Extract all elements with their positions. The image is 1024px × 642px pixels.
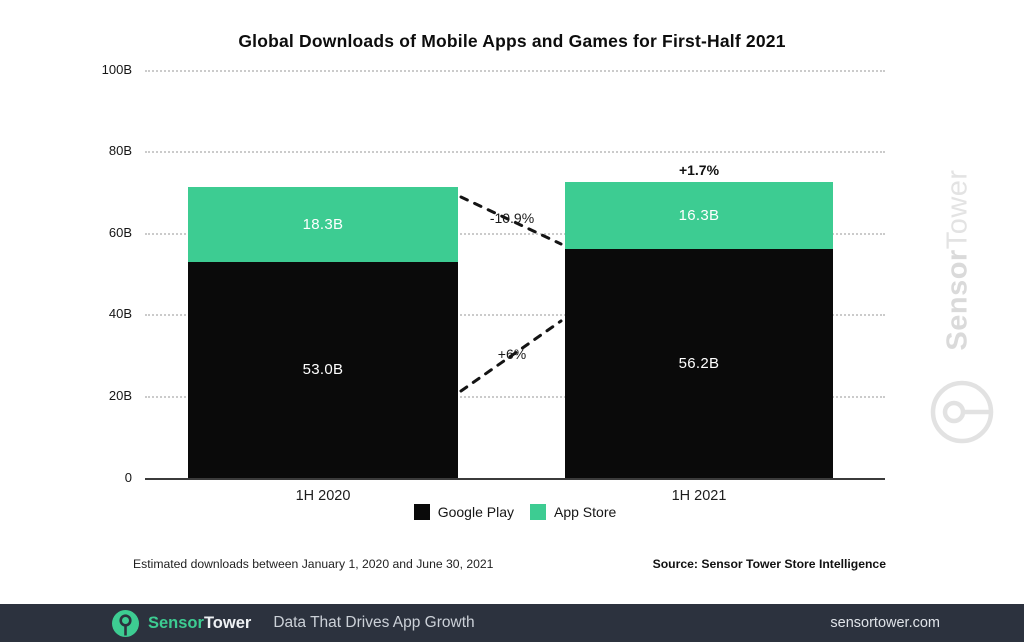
value-label-googleplay-2021: 56.2B — [678, 354, 720, 372]
footer-brand-light: Tower — [203, 613, 252, 632]
footer-url: sensortower.com — [830, 615, 940, 631]
legend-label-google-play: Google Play — [437, 504, 514, 520]
app-store-swatch-icon — [530, 504, 546, 520]
bar-1h2021-googleplay-segment: 56.2B — [565, 248, 833, 478]
value-label-googleplay-2020: 53.0B — [302, 361, 344, 379]
legend-item-app-store: App Store — [530, 504, 616, 520]
bar-1h2020-appstore-segment: 18.3B — [188, 187, 458, 262]
value-label-appstore-2021: 16.3B — [678, 206, 720, 224]
y-tick-80b: 80B — [108, 143, 132, 158]
footer-tagline: Data That Drives App Growth — [273, 614, 475, 631]
value-label-appstore-2020: 18.3B — [302, 215, 344, 233]
y-tick-20b: 20B — [108, 388, 132, 403]
legend-label-app-store: App Store — [554, 504, 617, 520]
bar-1h2020-googleplay-segment: 53.0B — [188, 261, 458, 478]
x-label-1h2020: 1H 2020 — [295, 488, 351, 504]
y-tick-60b: 60B — [108, 225, 132, 240]
y-tick-40b: 40B — [108, 306, 132, 321]
appstore-change-label: -10.9% — [489, 210, 535, 226]
chart-title: Global Downloads of Mobile Apps and Game… — [238, 31, 786, 51]
estimate-note: Estimated downloads between January 1, 2… — [133, 557, 494, 571]
gridline-80b — [145, 151, 885, 153]
google-play-swatch-icon — [413, 504, 430, 520]
y-tick-100b: 100B — [101, 62, 132, 77]
footer-brand: SensorTower — [148, 614, 251, 633]
y-tick-0: 0 — [124, 470, 132, 485]
legend: Google Play App Store — [145, 504, 885, 520]
legend-item-google-play: Google Play — [413, 504, 514, 520]
bar-1h2021-appstore-segment: 16.3B — [565, 182, 833, 249]
footer-brand-bold: Sensor — [148, 613, 204, 632]
footer-bar: SensorTower Data That Drives App Growth … — [0, 604, 1024, 642]
gridline-40b — [145, 314, 885, 316]
x-axis-line — [145, 478, 885, 480]
x-label-1h2021: 1H 2021 — [671, 488, 727, 504]
gridline-20b — [145, 396, 885, 398]
bar-1h2021: 16.3B 56.2B — [565, 182, 833, 478]
watermark-bold: Sensor — [941, 249, 974, 351]
sensortower-logo-icon — [112, 609, 139, 637]
sensortower-watermark-logo-icon — [930, 380, 994, 444]
watermark-light: Tower — [941, 169, 974, 250]
gridline-100b — [145, 70, 885, 72]
sensortower-watermark-text: SensorTower — [942, 169, 975, 350]
total-change-label: +1.7% — [678, 162, 720, 178]
googleplay-change-label: +6% — [497, 346, 527, 362]
source-note: Source: Sensor Tower Store Intelligence — [652, 557, 886, 571]
bar-1h2020: 18.3B 53.0B — [188, 187, 458, 478]
